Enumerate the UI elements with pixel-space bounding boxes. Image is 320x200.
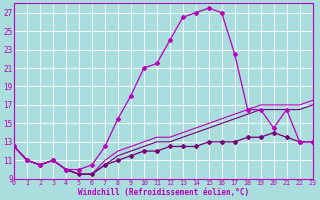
X-axis label: Windchill (Refroidissement éolien,°C): Windchill (Refroidissement éolien,°C) [78,188,249,197]
